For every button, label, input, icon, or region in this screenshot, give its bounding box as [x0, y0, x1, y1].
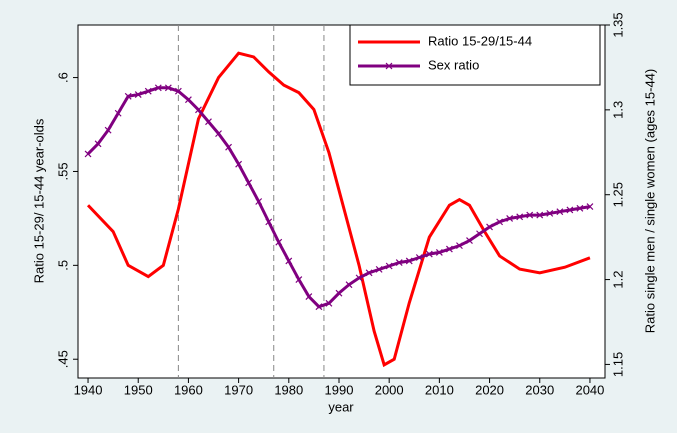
x-axis-title: year	[328, 399, 354, 414]
series-marker	[496, 218, 504, 226]
series-marker	[255, 198, 263, 205]
x-tick-label: 1990	[325, 382, 354, 397]
series-marker	[556, 208, 564, 216]
y2-tick-label: 1.25	[610, 182, 625, 207]
series-marker	[466, 237, 473, 244]
y-tick-label: .6	[55, 72, 70, 83]
series-marker	[506, 215, 514, 222]
legend	[349, 24, 601, 86]
series-marker	[114, 109, 122, 117]
series-marker	[566, 206, 574, 214]
series-marker	[335, 289, 343, 297]
series-marker	[195, 106, 202, 114]
y-axis-title: Ratio 15-29/ 15-44 year-olds	[31, 118, 46, 283]
legend-marker	[385, 62, 393, 70]
y-tick-label: .55	[55, 162, 70, 180]
series-marker	[235, 160, 243, 168]
series-marker	[275, 238, 283, 246]
legend-label: Ratio 15-29/15-44	[428, 33, 532, 48]
x-tick-label: 1980	[274, 382, 303, 397]
x-tick-label: 2030	[525, 382, 554, 397]
series-marker	[305, 293, 313, 300]
x-tick-label: 2020	[475, 382, 504, 397]
x-tick-label: 2010	[425, 382, 454, 397]
series-marker	[486, 223, 493, 231]
series-marker	[586, 203, 594, 211]
series-marker	[365, 269, 373, 277]
y2-tick-label: 1.2	[610, 271, 625, 289]
y2-axis-title: Ratio single men / single women (ages 15…	[642, 69, 657, 333]
y2-tick-label: 1.3	[610, 101, 625, 119]
x-tick-label: 2040	[575, 382, 604, 397]
series-marker	[94, 140, 102, 148]
series-marker	[134, 91, 142, 99]
series-marker	[576, 204, 584, 212]
series-marker	[225, 143, 232, 151]
x-tick-label: 1960	[174, 382, 203, 397]
series-marker	[546, 209, 554, 217]
series-marker	[405, 257, 413, 265]
series-marker	[526, 211, 534, 219]
series-marker	[445, 245, 453, 253]
series-marker	[516, 213, 524, 221]
series-marker	[104, 126, 112, 134]
series-marker	[536, 211, 544, 219]
series-marker	[315, 303, 323, 311]
series-marker	[84, 150, 92, 158]
series-marker	[345, 281, 353, 289]
series-marker	[154, 84, 162, 92]
series-marker	[325, 299, 333, 307]
y2-tick-label: 1.15	[610, 352, 625, 377]
y2-tick-label: 1.35	[610, 12, 625, 37]
x-tick-label: 1940	[74, 382, 103, 397]
series-marker	[385, 262, 393, 270]
series-marker	[215, 130, 222, 138]
x-tick-label: 2000	[375, 382, 404, 397]
series-marker	[375, 265, 383, 273]
series-marker	[425, 250, 433, 258]
series-marker	[245, 179, 253, 187]
series-marker	[435, 248, 443, 256]
series-marker	[184, 96, 192, 104]
series-marker	[476, 230, 483, 238]
series-marker	[456, 242, 463, 250]
series-marker	[124, 92, 132, 100]
x-tick-label: 1970	[224, 382, 253, 397]
series-marker	[205, 118, 212, 126]
series-marker	[355, 274, 363, 282]
x-tick-label: 1950	[124, 382, 153, 397]
series-marker	[395, 259, 403, 267]
series-marker	[415, 254, 423, 261]
series-marker	[265, 218, 273, 226]
series-marker	[144, 87, 152, 95]
y-tick-label: .45	[55, 350, 70, 368]
series-marker	[164, 84, 172, 92]
legend-label: Sex ratio	[428, 57, 479, 72]
series-marker	[174, 87, 182, 95]
series-marker	[295, 276, 303, 283]
y-tick-label: .5	[55, 260, 70, 271]
series-marker	[285, 257, 293, 265]
